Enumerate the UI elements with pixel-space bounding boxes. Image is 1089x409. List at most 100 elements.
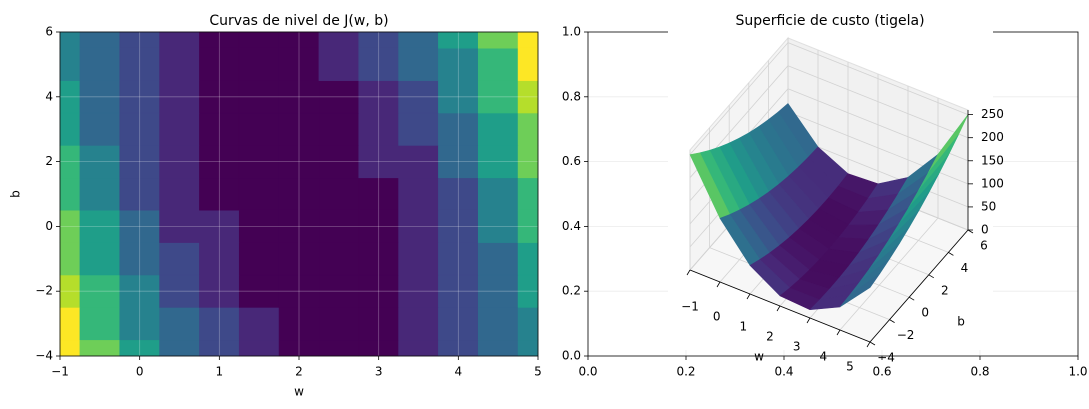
contour-cell bbox=[318, 80, 360, 114]
x-tick-label: 4 bbox=[455, 365, 463, 379]
contour-cell bbox=[517, 307, 539, 341]
contour-cell bbox=[517, 339, 539, 357]
x-tick bbox=[686, 269, 691, 276]
contour-cell bbox=[238, 80, 280, 114]
x-tick-label: 0 bbox=[713, 310, 721, 324]
contour-cell bbox=[238, 339, 280, 357]
contour-cell bbox=[199, 47, 240, 81]
b-axis-line bbox=[869, 229, 969, 343]
contour-cell bbox=[79, 145, 121, 179]
contour-cell bbox=[438, 274, 479, 308]
contour-cell bbox=[79, 209, 121, 243]
contour-cell bbox=[238, 47, 280, 81]
contour-cell bbox=[477, 274, 519, 308]
contour-cell bbox=[358, 112, 399, 146]
contour-cell bbox=[199, 145, 240, 179]
y-tick bbox=[967, 229, 974, 234]
x-tick-label: 0.0 bbox=[578, 365, 597, 379]
contour-cell bbox=[79, 242, 121, 276]
contour-cell bbox=[477, 31, 519, 49]
contour-cell bbox=[398, 307, 439, 341]
contour-cell bbox=[278, 80, 320, 114]
y-tick-label: 6 bbox=[980, 239, 988, 253]
contour-cell bbox=[398, 31, 439, 49]
contour-cell bbox=[59, 112, 81, 146]
x-tick-label: 5 bbox=[534, 365, 542, 379]
contour-cell bbox=[278, 145, 320, 179]
contour-cell bbox=[59, 307, 81, 341]
contour-cell bbox=[517, 47, 539, 81]
contour-cell bbox=[119, 112, 160, 146]
x-tick-label: 3 bbox=[375, 365, 383, 379]
grid-line bbox=[839, 217, 939, 331]
y-tick-label: −2 bbox=[897, 328, 915, 342]
contour-cell bbox=[238, 209, 280, 243]
y-tick-label: −2 bbox=[35, 284, 53, 298]
x-tick-label: 1 bbox=[216, 365, 224, 379]
contour-cell bbox=[79, 47, 121, 81]
grid-line bbox=[787, 88, 969, 162]
contour-cell bbox=[159, 80, 200, 114]
contour-cell bbox=[398, 177, 439, 211]
contour-cell bbox=[119, 145, 160, 179]
grid-line bbox=[787, 42, 969, 115]
y-tick-label: 0 bbox=[921, 306, 929, 320]
contour-cell bbox=[199, 177, 240, 211]
contour-cell bbox=[358, 209, 399, 243]
x-tick-label: 0.4 bbox=[774, 365, 793, 379]
x-tick-label: 4 bbox=[820, 350, 828, 364]
x-axis-label: w bbox=[754, 350, 764, 364]
contour-cell bbox=[477, 177, 519, 211]
contour-cell bbox=[238, 145, 280, 179]
y-tick bbox=[869, 341, 876, 346]
contour-cell bbox=[398, 242, 439, 276]
y-axis-label: b bbox=[957, 315, 965, 329]
contour-cell bbox=[238, 307, 280, 341]
contour-cell bbox=[199, 80, 240, 114]
contour-cell bbox=[517, 112, 539, 146]
x-tick-label: 5 bbox=[846, 360, 854, 374]
contour-cell bbox=[318, 209, 360, 243]
contour-cell bbox=[318, 112, 360, 146]
y-axis-label: b bbox=[9, 190, 23, 198]
chart-title: Curvas de nivel de J(w, b) bbox=[209, 13, 388, 29]
contour-cell bbox=[318, 307, 360, 341]
contour-cell bbox=[517, 177, 539, 211]
contour-cell bbox=[238, 242, 280, 276]
y-tick bbox=[928, 274, 935, 279]
contour-cell bbox=[398, 339, 439, 357]
contour-cell bbox=[79, 339, 121, 357]
contour-cell bbox=[318, 31, 360, 49]
contour-cell bbox=[59, 339, 81, 357]
contour-cell bbox=[438, 307, 479, 341]
contour-cell bbox=[398, 112, 439, 146]
contour-cell bbox=[238, 112, 280, 146]
y-tick-label: 2 bbox=[45, 154, 53, 168]
contour-cell bbox=[358, 242, 399, 276]
x-tick-label: −1 bbox=[681, 300, 699, 314]
contour-cell bbox=[79, 177, 121, 211]
contour-cell bbox=[79, 80, 121, 114]
x-tick-label: 3 bbox=[793, 340, 801, 354]
contour-cell bbox=[159, 31, 200, 49]
contour-cell bbox=[159, 242, 200, 276]
contour-cell bbox=[477, 209, 519, 243]
z-tick-label: 200 bbox=[981, 130, 1004, 144]
contour-cell bbox=[159, 307, 200, 341]
contour-cell bbox=[438, 242, 479, 276]
contour-cell bbox=[477, 307, 519, 341]
x-tick bbox=[866, 341, 871, 348]
contour-cell bbox=[119, 47, 160, 81]
contour-cell bbox=[159, 339, 200, 357]
y-tick-label: 0.2 bbox=[562, 284, 581, 298]
x-tick bbox=[836, 329, 841, 336]
x-tick-label: 1 bbox=[740, 320, 748, 334]
surface-patch bbox=[839, 273, 881, 308]
contour-cell bbox=[477, 242, 519, 276]
contour-cell bbox=[79, 112, 121, 146]
z-tick-label: 150 bbox=[981, 153, 1004, 167]
contour-cell bbox=[119, 307, 160, 341]
contour-cell bbox=[438, 209, 479, 243]
y-tick-label: 1.0 bbox=[562, 25, 581, 39]
contour-cell bbox=[318, 274, 360, 308]
